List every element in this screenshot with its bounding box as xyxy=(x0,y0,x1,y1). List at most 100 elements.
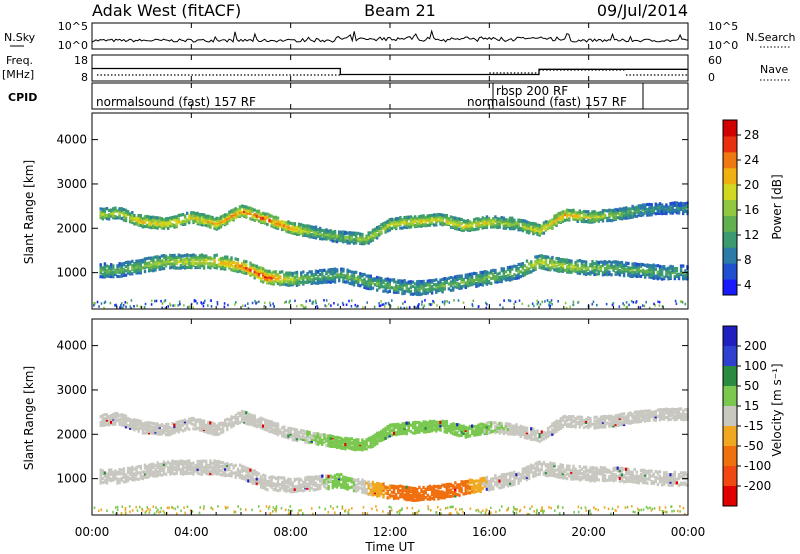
echo-cell xyxy=(183,470,187,474)
echo-cell xyxy=(361,448,364,452)
echo-cell xyxy=(437,284,440,288)
echo-cell xyxy=(150,421,153,425)
echo-cell xyxy=(540,231,543,235)
echo-cell xyxy=(148,425,151,429)
echo-cell xyxy=(555,419,558,423)
echo-cell xyxy=(584,213,588,217)
echo-cell xyxy=(129,424,132,428)
echo-cell xyxy=(671,409,674,413)
echo-cell xyxy=(388,429,391,433)
echo-cell xyxy=(578,269,581,273)
clutter-cell xyxy=(572,303,574,307)
echo-cell xyxy=(247,209,250,213)
echo-cell xyxy=(154,226,157,230)
echo-cell xyxy=(371,236,375,240)
clutter-cell xyxy=(304,306,307,310)
echo-cell xyxy=(333,270,337,274)
echo-cell xyxy=(542,264,546,268)
echo-cell xyxy=(103,209,107,213)
echo-cell xyxy=(445,216,448,220)
echo-cell xyxy=(251,263,254,267)
echo-cell xyxy=(551,432,554,436)
clutter-cell xyxy=(675,302,678,305)
echo-cell xyxy=(110,264,113,269)
clutter-cell xyxy=(183,304,185,307)
echo-cell xyxy=(559,419,562,423)
echo-cell xyxy=(137,218,140,222)
echo-cell xyxy=(164,422,168,427)
echo-cell xyxy=(527,271,531,275)
echo-cell xyxy=(669,206,672,211)
echo-cell xyxy=(133,421,136,425)
clutter-cell xyxy=(126,301,129,305)
echo-cell xyxy=(287,222,290,226)
echo-cell xyxy=(549,268,552,272)
echo-cell xyxy=(471,226,474,230)
colorbar-tick-label: 4 xyxy=(744,278,752,292)
echo-cell xyxy=(618,261,622,265)
echo-cell xyxy=(344,236,347,240)
echo-cell xyxy=(297,435,301,439)
echo-cell xyxy=(167,217,170,221)
ytick-label: 4000 xyxy=(56,133,87,147)
echo-cell xyxy=(521,219,524,223)
echo-cell xyxy=(112,470,115,474)
echo-cell xyxy=(371,281,375,285)
echo-cell xyxy=(439,278,442,282)
clutter-cell xyxy=(485,301,487,305)
echo-cell xyxy=(247,415,250,419)
echo-cell xyxy=(350,233,353,237)
echo-cell xyxy=(591,219,594,223)
echo-cell xyxy=(614,207,617,212)
echo-cell xyxy=(608,218,611,222)
echo-cell xyxy=(479,223,482,227)
freq-ytick-top-left: 18 xyxy=(74,54,88,67)
echo-cell xyxy=(515,267,518,271)
clutter-cell xyxy=(289,299,291,303)
echo-cell xyxy=(424,420,427,424)
echo-cell xyxy=(268,281,271,285)
echo-cell xyxy=(249,272,252,276)
echo-cell xyxy=(226,215,229,219)
echo-cell xyxy=(319,441,322,445)
echo-cell xyxy=(152,470,155,474)
echo-cell xyxy=(616,415,619,419)
echo-cell xyxy=(145,257,149,261)
echo-cell xyxy=(551,224,554,228)
echo-cell xyxy=(209,215,212,219)
echo-cell xyxy=(487,431,491,435)
echo-cell xyxy=(648,418,651,422)
echo-cell xyxy=(329,444,332,448)
echo-cell xyxy=(295,281,299,285)
echo-cell xyxy=(654,418,657,422)
echo-cell xyxy=(103,275,107,279)
echo-cell xyxy=(352,270,356,274)
echo-cell xyxy=(610,266,613,270)
echo-cell xyxy=(527,224,531,228)
echo-cell xyxy=(198,418,202,422)
echo-cell xyxy=(160,220,164,224)
echo-cell xyxy=(677,412,681,416)
echo-cell xyxy=(511,275,514,279)
echo-cell xyxy=(595,422,598,426)
echo-cell xyxy=(150,473,153,477)
clutter-cell xyxy=(643,304,646,308)
echo-cell xyxy=(283,220,286,224)
echo-cell xyxy=(597,219,600,223)
echo-cell xyxy=(441,221,444,226)
echo-cell xyxy=(120,413,123,417)
echo-cell xyxy=(224,217,227,221)
echo-cell xyxy=(464,435,467,439)
echo-cell xyxy=(162,226,166,230)
echo-cell xyxy=(137,259,140,263)
echo-cell xyxy=(593,270,596,274)
echo-cell xyxy=(143,269,147,274)
echo-cell xyxy=(107,421,111,425)
echo-cell xyxy=(141,470,145,474)
echo-cell xyxy=(164,461,168,466)
echo-cell xyxy=(272,280,275,284)
freq-ytick-bottom-right: 0 xyxy=(708,71,715,84)
echo-cell xyxy=(530,264,533,268)
echo-cell xyxy=(126,424,130,428)
echo-cell xyxy=(382,221,385,226)
